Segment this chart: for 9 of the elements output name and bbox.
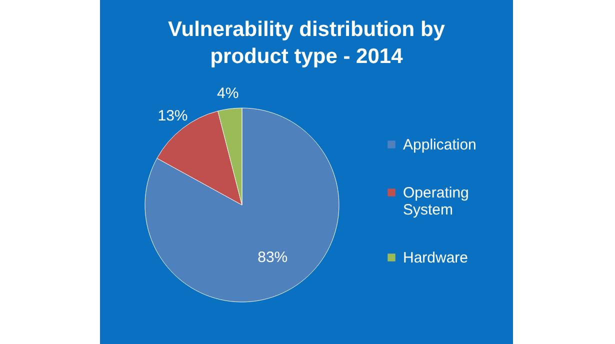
pie-slice <box>156 110 242 206</box>
pie-slice <box>144 108 340 302</box>
chart-title: Vulnerability distribution by product type - 2014 <box>168 18 446 68</box>
data-label: 83% <box>258 248 288 266</box>
data-label: 13% <box>158 108 188 125</box>
legend-label: Hardware <box>403 250 468 266</box>
data-label: 4% <box>216 84 239 102</box>
legend-label: Application <box>403 136 476 154</box>
legend-label: Operating System <box>403 184 469 218</box>
